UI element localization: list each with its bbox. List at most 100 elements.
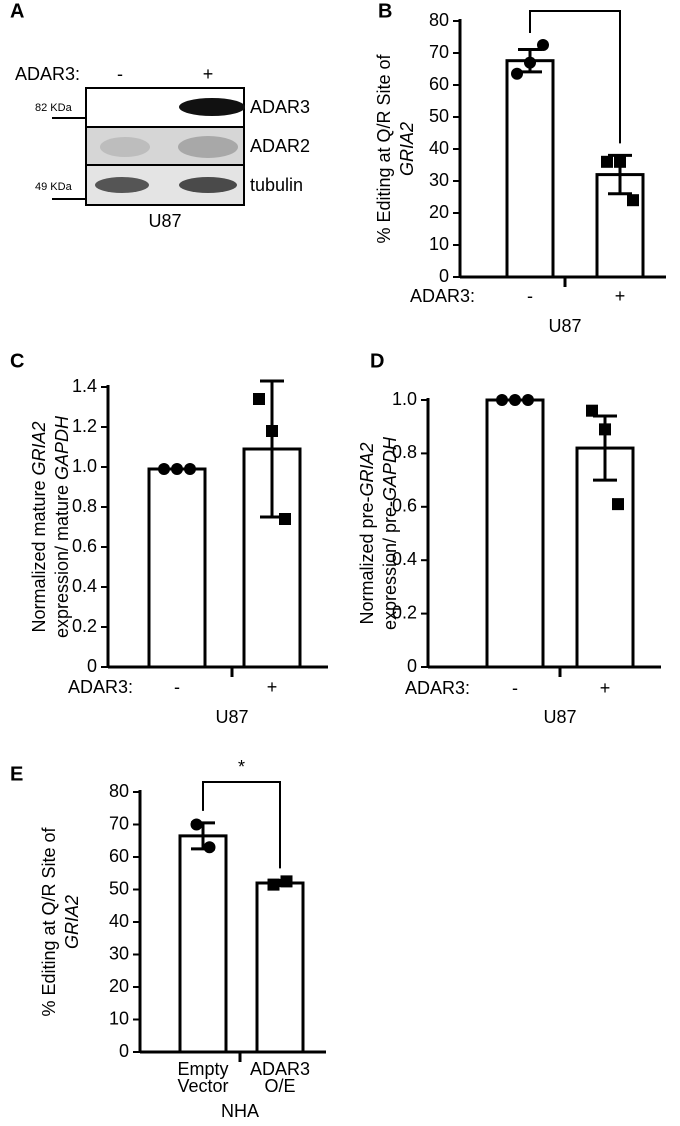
marker-label: 82 KDa bbox=[35, 102, 73, 114]
y-axis-label-part: expression/ pre- bbox=[380, 501, 400, 630]
blot-band bbox=[95, 177, 149, 193]
x-tick-label: Empty bbox=[177, 1059, 228, 1079]
significance-bracket bbox=[529, 10, 621, 144]
data-point bbox=[158, 463, 170, 475]
x-axis-label: U87 bbox=[548, 316, 581, 336]
x-tick-label: + bbox=[267, 677, 278, 697]
y-tick-label: 40 bbox=[109, 911, 129, 931]
y-tick-label: 0 bbox=[87, 656, 97, 676]
y-tick-label: 50 bbox=[109, 878, 129, 898]
data-point bbox=[496, 394, 508, 406]
blot-band bbox=[100, 137, 150, 157]
data-point bbox=[522, 394, 534, 406]
x-tick-label: - bbox=[512, 678, 518, 698]
y-tick-label: 50 bbox=[429, 106, 449, 126]
significance-bracket bbox=[202, 781, 281, 869]
y-axis-label-part: expression/ mature bbox=[52, 480, 72, 638]
data-point bbox=[266, 425, 278, 437]
blot-band bbox=[179, 177, 237, 193]
y-tick-label: 0 bbox=[119, 1041, 129, 1061]
y-tick-label: 0.4 bbox=[72, 576, 97, 596]
band-label: ADAR2 bbox=[250, 136, 310, 156]
y-tick-label: 1.4 bbox=[72, 376, 97, 396]
y-tick-label: 0.2 bbox=[72, 616, 97, 636]
y-tick-label: 0.4 bbox=[392, 549, 417, 569]
y-tick-label: 1.0 bbox=[392, 389, 417, 409]
data-point bbox=[612, 498, 624, 511]
x-tick-label: Vector bbox=[177, 1076, 228, 1096]
y-tick-label: 60 bbox=[429, 74, 449, 94]
data-point bbox=[279, 513, 291, 525]
y-axis-label-part: Normalized mature bbox=[29, 475, 49, 632]
y-tick-label: 0 bbox=[407, 656, 417, 676]
y-axis-label-part: GAPDH bbox=[380, 436, 400, 501]
bar bbox=[147, 467, 207, 669]
panel-letter: D bbox=[370, 350, 384, 372]
x-tick-label: ADAR3 bbox=[250, 1059, 310, 1079]
y-axis-label: % Editing at Q/R Site of bbox=[39, 826, 59, 1016]
y-axis-label: GRIA2 bbox=[397, 122, 417, 176]
y-axis-label-part: Normalized pre- bbox=[357, 496, 377, 624]
y-axis-label-part: GRIA2 bbox=[357, 442, 377, 496]
panel-letter: B bbox=[378, 0, 392, 22]
data-point bbox=[509, 394, 521, 406]
y-tick-label: 0.2 bbox=[392, 602, 417, 622]
data-point bbox=[537, 39, 549, 51]
y-axis-label: % Editing at Q/R Site of bbox=[374, 53, 394, 243]
significance-label: * bbox=[238, 757, 245, 777]
y-tick-label: 20 bbox=[109, 976, 129, 996]
data-point bbox=[614, 155, 626, 168]
x-tick-label: + bbox=[600, 678, 611, 698]
x-axis-label: U87 bbox=[543, 707, 576, 727]
group-label: ADAR3: bbox=[405, 678, 470, 698]
y-axis-label-part: GRIA2 bbox=[29, 421, 49, 475]
y-tick-label: 10 bbox=[109, 1008, 129, 1028]
y-axis-label: GRIA2 bbox=[62, 895, 82, 949]
x-tick-label: - bbox=[527, 286, 533, 306]
y-tick-label: 40 bbox=[429, 138, 449, 158]
data-point bbox=[511, 67, 523, 80]
y-tick-label: 0 bbox=[439, 266, 449, 286]
bar bbox=[178, 834, 228, 1054]
blot-band bbox=[178, 136, 238, 158]
data-point bbox=[203, 841, 216, 854]
chart-panel: E % Editing at Q/R Site of GRIA2 0 10 20 30 40 5… bbox=[10, 757, 326, 1121]
y-axis-label-part: GRIA2 bbox=[397, 122, 417, 176]
y-tick-label: 1.2 bbox=[72, 416, 97, 436]
y-tick-label: 0.6 bbox=[392, 496, 417, 516]
data-point bbox=[253, 393, 265, 405]
treatment-label: ADAR3: bbox=[15, 64, 80, 84]
data-point bbox=[190, 818, 203, 831]
x-tick-label: O/E bbox=[264, 1076, 295, 1096]
data-point bbox=[280, 875, 293, 888]
x-axis-label: U87 bbox=[215, 707, 248, 727]
y-axis-label-part: % Editing at Q/R Site of bbox=[39, 826, 59, 1016]
marker-label: 49 KDa bbox=[35, 181, 73, 193]
panel-letter: C bbox=[10, 350, 24, 372]
panel-letter: E bbox=[10, 763, 23, 785]
cell-line-label: U87 bbox=[148, 211, 181, 231]
blot-panel: A ADAR3: - + 82 KDa 49 KDa ADAR3 ADAR2 t… bbox=[10, 0, 310, 230]
y-tick-label: 80 bbox=[109, 781, 129, 801]
y-tick-label: 70 bbox=[109, 813, 129, 833]
y-tick-label: 0.6 bbox=[72, 536, 97, 556]
y-axis-label-part: GAPDH bbox=[52, 415, 72, 480]
y-tick-label: 1.0 bbox=[72, 456, 97, 476]
x-tick-label: - bbox=[174, 677, 180, 697]
panel-letter: A bbox=[10, 0, 24, 22]
y-axis-label-part: GRIA2 bbox=[62, 895, 82, 949]
y-tick-label: 30 bbox=[109, 943, 129, 963]
y-axis-label: Normalized mature GRIA2 bbox=[29, 421, 49, 632]
x-tick-label: + bbox=[615, 286, 626, 306]
bar bbox=[485, 398, 545, 669]
y-tick-label: 80 bbox=[429, 10, 449, 30]
y-axis-label: expression/ mature GAPDH bbox=[52, 415, 72, 638]
data-point bbox=[267, 878, 280, 891]
y-tick-label: 70 bbox=[429, 42, 449, 62]
data-point bbox=[599, 423, 611, 436]
x-axis-label: NHA bbox=[221, 1101, 259, 1121]
y-tick-label: 60 bbox=[109, 846, 129, 866]
